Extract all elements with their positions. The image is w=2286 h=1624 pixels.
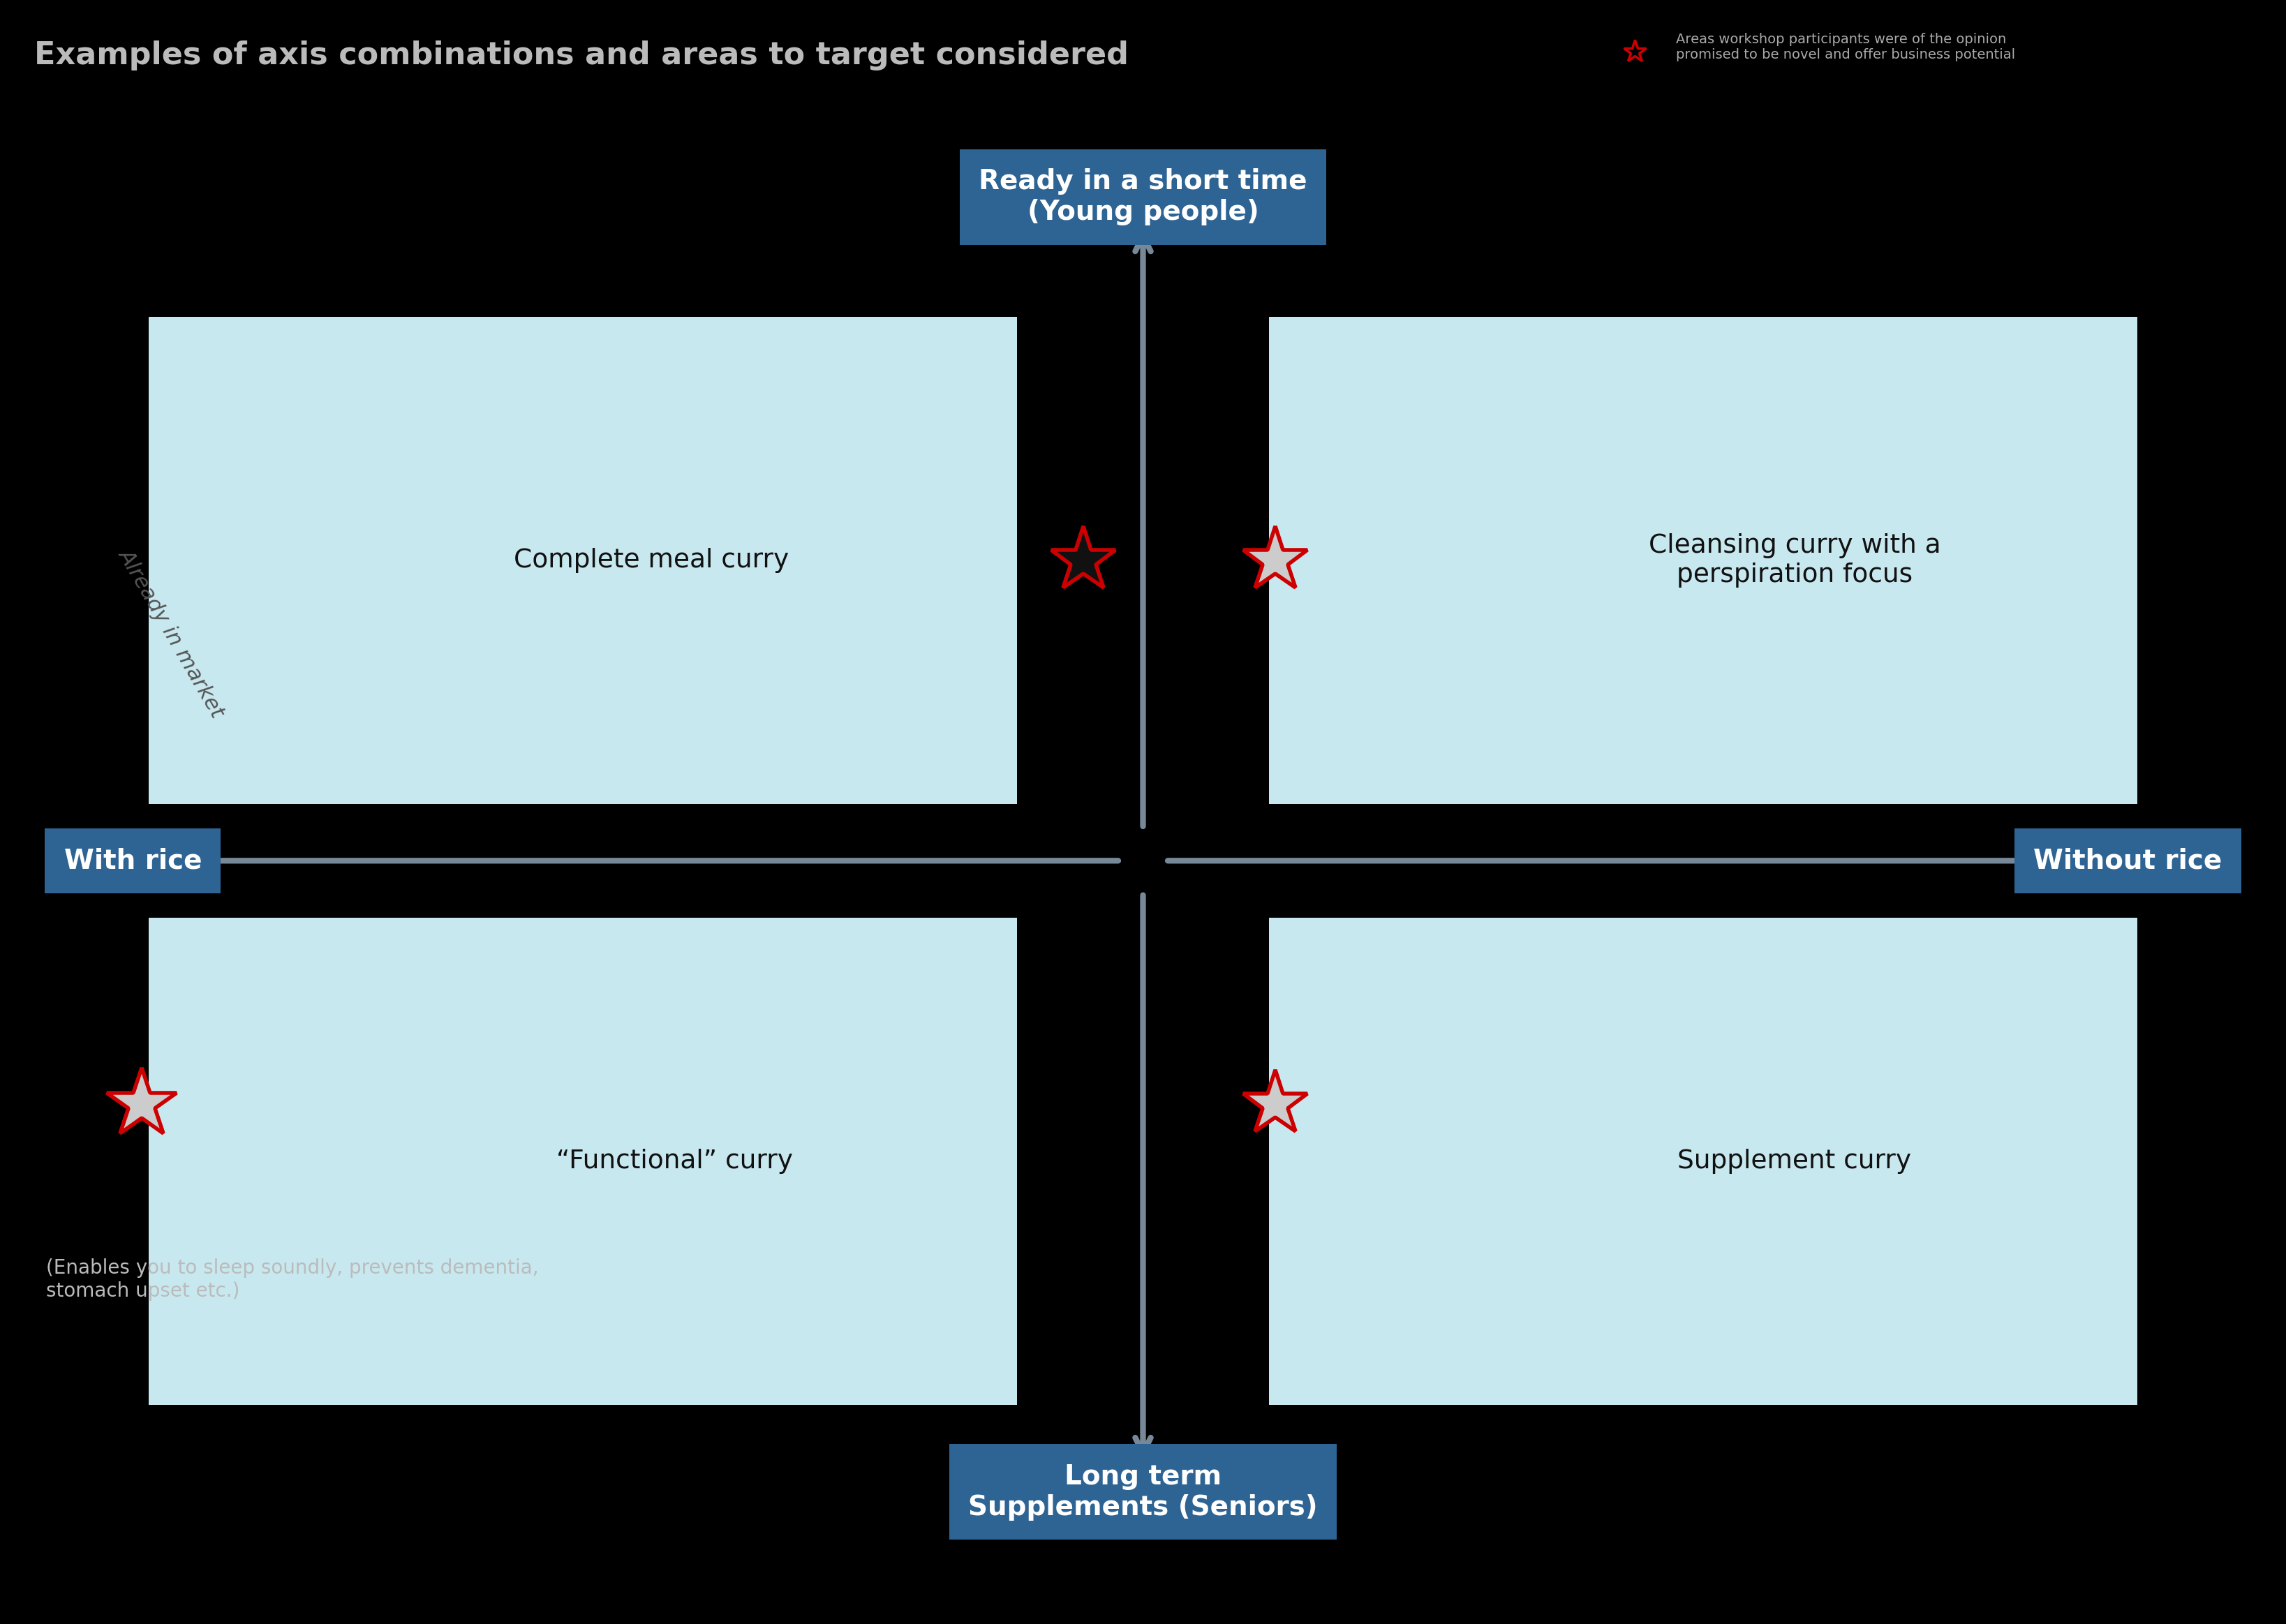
Text: Cleansing curry with a
perspiration focus: Cleansing curry with a perspiration focu… xyxy=(1648,533,1941,588)
Text: Without rice: Without rice xyxy=(2032,848,2222,874)
Text: Complete meal curry: Complete meal curry xyxy=(514,547,789,573)
FancyBboxPatch shape xyxy=(149,317,1017,804)
Text: Ready in a short time
(Young people): Ready in a short time (Young people) xyxy=(978,169,1308,226)
Text: Already in market: Already in market xyxy=(114,546,229,721)
Text: Areas workshop participants were of the opinion
promised to be novel and offer b: Areas workshop participants were of the … xyxy=(1676,32,2014,62)
FancyBboxPatch shape xyxy=(1269,918,2137,1405)
FancyBboxPatch shape xyxy=(149,918,1017,1405)
Text: Examples of axis combinations and areas to target considered: Examples of axis combinations and areas … xyxy=(34,41,1129,70)
FancyBboxPatch shape xyxy=(1269,317,2137,804)
Text: With rice: With rice xyxy=(64,848,201,874)
Text: Long term
Supplements (Seniors): Long term Supplements (Seniors) xyxy=(969,1463,1317,1520)
Text: “Functional” curry: “Functional” curry xyxy=(555,1148,793,1174)
Text: Supplement curry: Supplement curry xyxy=(1678,1148,1911,1174)
Text: (Enables you to sleep soundly, prevents dementia,
stomach upset etc.): (Enables you to sleep soundly, prevents … xyxy=(46,1259,537,1301)
